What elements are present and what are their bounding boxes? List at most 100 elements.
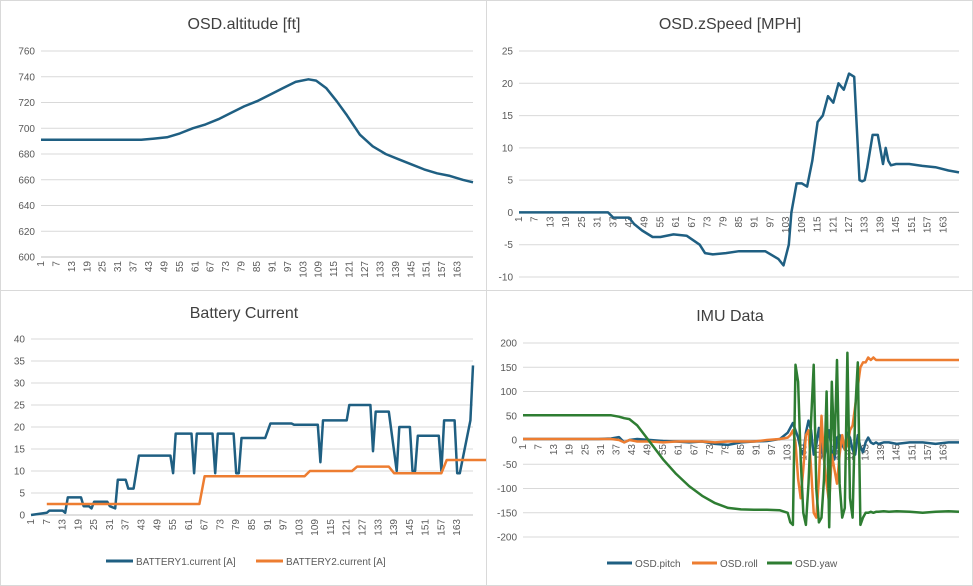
x-tick-label: 151 bbox=[422, 261, 433, 278]
x-tick-label: 133 bbox=[373, 519, 384, 536]
x-tick-label: 13 bbox=[58, 519, 69, 531]
x-tick-label: 79 bbox=[718, 216, 729, 228]
x-tick-label: 55 bbox=[175, 261, 186, 273]
x-tick-label: 103 bbox=[294, 519, 305, 536]
y-tick-label: 15 bbox=[14, 445, 26, 456]
x-tick-label: 37 bbox=[129, 261, 140, 273]
x-tick-label: 19 bbox=[565, 444, 576, 456]
series-line-1 bbox=[523, 356, 959, 519]
x-tick-label: 115 bbox=[329, 261, 340, 277]
x-tick-label: 79 bbox=[720, 444, 731, 456]
x-tick-label: 85 bbox=[736, 444, 747, 456]
x-tick-label: 25 bbox=[89, 519, 100, 531]
chart-legend: OSD.pitch OSD.roll OSD.yaw bbox=[607, 559, 838, 570]
altitude-plot-area: 600 620 640 660 680 700 720 740 760 1 7 13 19 25 31 37 4… bbox=[18, 47, 474, 278]
legend-label: OSD.yaw bbox=[795, 559, 838, 570]
legend-label: BATTERY2.current [A] bbox=[286, 557, 386, 568]
y-tick-label: 200 bbox=[500, 339, 517, 350]
x-tick-label: 109 bbox=[797, 216, 808, 233]
x-tick-label: 145 bbox=[891, 216, 902, 233]
legend-label: BATTERY1.current [A] bbox=[136, 557, 236, 568]
x-tick-label: 37 bbox=[121, 519, 132, 531]
series-line-0 bbox=[41, 78, 474, 184]
x-tick-label: 55 bbox=[168, 519, 179, 531]
x-tick-label: 133 bbox=[860, 216, 871, 233]
x-tick-label: 1 bbox=[514, 216, 525, 222]
x-tick-label: 61 bbox=[671, 216, 682, 228]
y-tick-label: 5 bbox=[507, 176, 513, 187]
y-tick-label: 5 bbox=[19, 489, 25, 500]
x-tick-label: 163 bbox=[453, 261, 464, 278]
x-tick-label: 157 bbox=[923, 444, 934, 461]
x-tick-label: 127 bbox=[845, 444, 856, 461]
x-tick-label: 43 bbox=[624, 216, 635, 228]
y-tick-label: -5 bbox=[504, 240, 513, 251]
x-tick-label: 19 bbox=[82, 261, 93, 273]
altitude-chart: OSD.altitude [ft] 600 620 640 660 680 700 720 7… bbox=[18, 16, 474, 278]
x-tick-label: 43 bbox=[627, 444, 638, 456]
x-tick-label: 151 bbox=[421, 519, 432, 536]
x-tick-label: 163 bbox=[452, 519, 463, 536]
x-tick-label: 127 bbox=[360, 261, 371, 278]
y-tick-label: 620 bbox=[18, 227, 35, 238]
x-tick-label: 13 bbox=[67, 261, 78, 273]
battery-chart-panel: Battery Current 0 5 10 15 20 25 30 35 40 1 7 13 19 25… bbox=[0, 290, 487, 586]
y-tick-label: 0 bbox=[511, 436, 517, 447]
y-tick-label: 0 bbox=[507, 208, 513, 219]
series-line-2 bbox=[523, 351, 960, 529]
zspeed-plot-area: -10 -5 0 5 10 15 20 25 1 7 13 19 25 31 37 43 49 55 61 67 73 7… bbox=[499, 47, 960, 284]
x-tick-label: 31 bbox=[593, 216, 604, 228]
y-tick-label: 25 bbox=[14, 401, 26, 412]
x-tick-label: 157 bbox=[923, 216, 934, 233]
x-tick-label: 157 bbox=[437, 261, 448, 278]
y-tick-label: -150 bbox=[497, 508, 517, 519]
battery-plot-area: 0 5 10 15 20 25 30 35 40 1 7 13 19 25 31 37 43 49 55 61 67 73… bbox=[14, 335, 486, 536]
x-tick-label: 49 bbox=[643, 444, 654, 456]
x-tick-label: 145 bbox=[892, 444, 903, 461]
x-tick-label: 19 bbox=[561, 216, 572, 228]
legend-label: OSD.roll bbox=[720, 559, 758, 570]
y-tick-label: 35 bbox=[14, 357, 26, 368]
x-tick-label: 49 bbox=[159, 261, 170, 273]
chart-title: OSD.zSpeed [MPH] bbox=[659, 16, 801, 33]
x-tick-label: 61 bbox=[190, 261, 201, 273]
x-tick-label: 19 bbox=[73, 519, 84, 531]
x-tick-label: 91 bbox=[267, 261, 278, 273]
x-tick-label: 139 bbox=[876, 444, 887, 461]
x-tick-label: 73 bbox=[703, 216, 714, 228]
x-tick-label: 163 bbox=[938, 444, 949, 461]
x-tick-label: 67 bbox=[687, 216, 698, 228]
x-tick-label: 85 bbox=[734, 216, 745, 228]
imu-chart: IMU Data -200 -150 -100 -50 0 50 100 150 200 1 7 13… bbox=[497, 308, 960, 570]
y-tick-label: 10 bbox=[14, 467, 26, 478]
series-line-0 bbox=[519, 72, 960, 267]
imu-chart-panel: IMU Data -200 -150 -100 -50 0 50 100 150 200 1 7 13… bbox=[486, 290, 973, 586]
zspeed-chart: OSD.zSpeed [MPH] -10 -5 0 5 10 15 20 25 1 7 13 19 25… bbox=[499, 16, 960, 284]
x-tick-label: 139 bbox=[389, 519, 400, 536]
x-tick-label: 7 bbox=[534, 444, 545, 450]
x-tick-label: 67 bbox=[689, 444, 700, 456]
chart-legend: BATTERY1.current [A] BATTERY2.current [A… bbox=[106, 557, 386, 568]
legend-label: OSD.pitch bbox=[635, 559, 681, 570]
y-tick-label: 25 bbox=[502, 47, 514, 58]
y-tick-label: 640 bbox=[18, 201, 35, 212]
x-tick-label: 121 bbox=[342, 519, 353, 536]
x-tick-label: 13 bbox=[545, 216, 556, 228]
x-tick-label: 97 bbox=[767, 444, 778, 456]
y-tick-label: -100 bbox=[497, 484, 517, 495]
x-tick-label: 151 bbox=[907, 444, 918, 461]
x-tick-label: 91 bbox=[752, 444, 763, 456]
x-tick-label: 97 bbox=[279, 519, 290, 531]
x-tick-label: 91 bbox=[750, 216, 761, 228]
y-tick-label: 660 bbox=[18, 175, 35, 186]
x-tick-label: 103 bbox=[781, 216, 792, 233]
x-tick-label: 37 bbox=[608, 216, 619, 228]
x-tick-label: 109 bbox=[314, 261, 325, 278]
x-tick-label: 109 bbox=[310, 519, 321, 536]
y-tick-label: 680 bbox=[18, 150, 35, 161]
x-tick-label: 43 bbox=[144, 261, 155, 273]
x-tick-label: 127 bbox=[358, 519, 369, 536]
x-tick-label: 61 bbox=[674, 444, 685, 456]
x-tick-label: 1 bbox=[26, 519, 37, 525]
y-tick-label: -50 bbox=[503, 460, 518, 471]
